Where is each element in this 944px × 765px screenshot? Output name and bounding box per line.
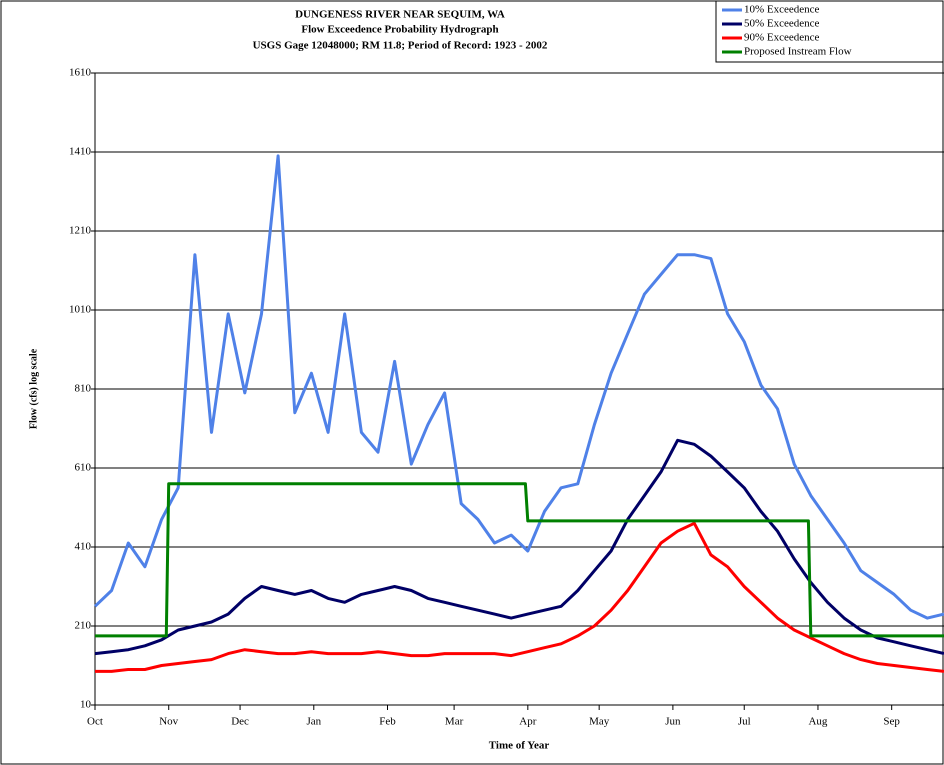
legend-box [715,0,944,63]
chart-subtitle: USGS Gage 12048000; RM 11.8; Period of R… [253,40,548,52]
legend-label: 10% Exceedence [744,4,820,16]
y-tick-label: 210 [75,620,92,632]
x-tick-label: Mar [445,716,464,728]
y-tick-label: 10 [80,699,92,711]
series-line [95,482,944,638]
y-tick-label: 610 [75,462,92,474]
y-tick-label: 1010 [69,304,92,316]
y-tick-label: 410 [75,541,92,553]
y-tick-label: 810 [75,383,92,395]
x-tick-label: Sep [883,716,900,728]
x-tick-label: May [589,716,610,728]
legend-label: 50% Exceedence [744,18,820,30]
x-tick-label: Apr [519,716,536,728]
x-tick-label: Oct [87,716,103,728]
y-tick-label: 1410 [69,146,92,158]
x-tick-label: Dec [231,716,249,728]
series-line [94,438,944,656]
y-tick-label: 1210 [69,225,92,237]
legend-label: Proposed Instream Flow [744,46,852,58]
legend-label: 90% Exceedence [744,32,820,44]
x-tick-label: Feb [379,716,396,728]
x-tick-label: Jun [665,716,681,728]
x-axis-label: Time of Year [489,740,550,752]
y-axis-label: Flow (cfs) log scale [28,348,39,429]
x-tick-label: Aug [808,716,827,728]
chart-title: DUNGENESS RIVER NEAR SEQUIM, WA [295,9,505,21]
x-tick-label: Jul [738,716,751,728]
x-tick-label: Jan [306,716,321,728]
y-tick-label: 1610 [69,67,92,79]
x-tick-label: Nov [159,716,178,728]
series-line [95,521,944,673]
chart-subtitle: Flow Exceedence Probability Hydrograph [301,24,498,36]
series-line [93,154,944,620]
